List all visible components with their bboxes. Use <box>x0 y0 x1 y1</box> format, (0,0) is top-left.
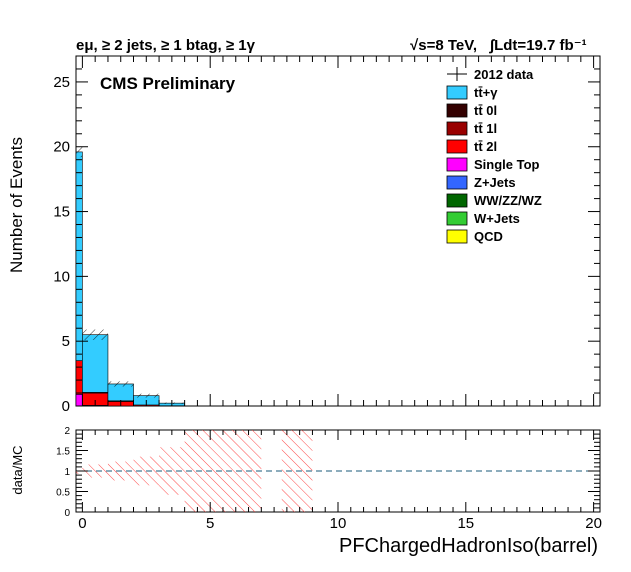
ratio-y-axis-title: data/MC <box>10 445 25 494</box>
legend-swatch <box>446 175 468 190</box>
cms-preliminary-label: CMS Preliminary <box>100 74 236 93</box>
y-tick-label: 0 <box>62 398 70 415</box>
legend-swatch <box>446 103 468 118</box>
lumi-label: ∫Ldt=19.7 fb⁻¹ <box>489 37 587 54</box>
legend-label: WW/ZZ/WZ <box>474 193 542 208</box>
y-tick-label: 15 <box>53 204 70 221</box>
selection-label: eμ, ≥ 2 jets, ≥ 1 btag, ≥ 1γ <box>76 37 256 54</box>
y-tick-label: 10 <box>53 268 70 285</box>
x-tick-label: 20 <box>585 515 602 532</box>
mc-uncertainty-bin <box>76 146 83 158</box>
main-frame <box>75 55 601 407</box>
stacked-bars <box>75 151 185 407</box>
legend-label: QCD <box>474 229 503 244</box>
energy-label: √s=8 TeV, <box>410 37 477 54</box>
bar-single-top <box>75 394 83 407</box>
legend-label: 2012 data <box>474 67 534 82</box>
ratio-band <box>82 464 108 478</box>
x-tick-label: 0 <box>78 515 86 532</box>
bar-tt-2l <box>75 360 83 395</box>
x-tick-label: 15 <box>457 515 474 532</box>
legend-label: Z+Jets <box>474 175 516 190</box>
mc-uncertainty-bin <box>107 381 134 387</box>
legend-swatch <box>446 229 468 244</box>
y-tick-label: 25 <box>53 74 70 91</box>
legend-swatch <box>446 139 468 154</box>
legend: 2012 data tt̄+γ tt̄ 0l tt̄ 1l tt̄ 2l Single T… <box>446 67 542 244</box>
y-tick-label: 5 <box>62 333 70 350</box>
bar-tt- <box>82 334 109 393</box>
main-plot-panel: 0 5 10 15 20 25 CMS Preliminary Number of Eve… <box>7 55 601 415</box>
legend-label: Single Top <box>474 157 540 172</box>
mc-uncertainty-bin <box>82 329 108 340</box>
legend-label: tt̄ 2l <box>474 139 497 154</box>
y-tick-label: 20 <box>53 139 70 156</box>
legend-swatch <box>446 121 468 136</box>
ratio-y-tick-label: 0.5 <box>56 488 70 499</box>
legend-label: tt̄+γ <box>474 85 498 100</box>
ratio-y-tick-label: 1.5 <box>56 447 70 458</box>
x-tick-label: 10 <box>330 515 347 532</box>
legend-label: W+Jets <box>474 211 520 226</box>
ratio-y-tick-label: 1 <box>64 467 70 478</box>
main-x-axis <box>81 56 595 406</box>
bar-tt- <box>75 151 83 361</box>
ratio-y-tick-label: 2 <box>64 426 70 437</box>
legend-swatch <box>446 157 468 172</box>
main-y-axis: 0 5 10 15 20 25 <box>53 68 600 415</box>
x-axis-title: PFChargedHadronIso(barrel) <box>339 535 598 557</box>
legend-swatch <box>446 193 468 208</box>
legend-swatch <box>446 211 468 226</box>
legend-swatch <box>446 85 468 100</box>
ratio-y-tick-label: 0 <box>64 508 70 519</box>
ratio-x-axis: 0 5 10 15 20 <box>78 430 602 532</box>
legend-label: tt̄ 0l <box>474 103 497 118</box>
main-y-axis-title: Number of Events <box>7 137 26 273</box>
legend-label: tt̄ 1l <box>474 121 497 136</box>
x-tick-label: 5 <box>206 515 214 532</box>
ratio-plot-panel: 0 0.5 1 1.5 2 0 5 10 15 20 data/MC PFChargedHadr… <box>10 426 602 557</box>
mc-uncertainty-bin <box>133 393 160 398</box>
